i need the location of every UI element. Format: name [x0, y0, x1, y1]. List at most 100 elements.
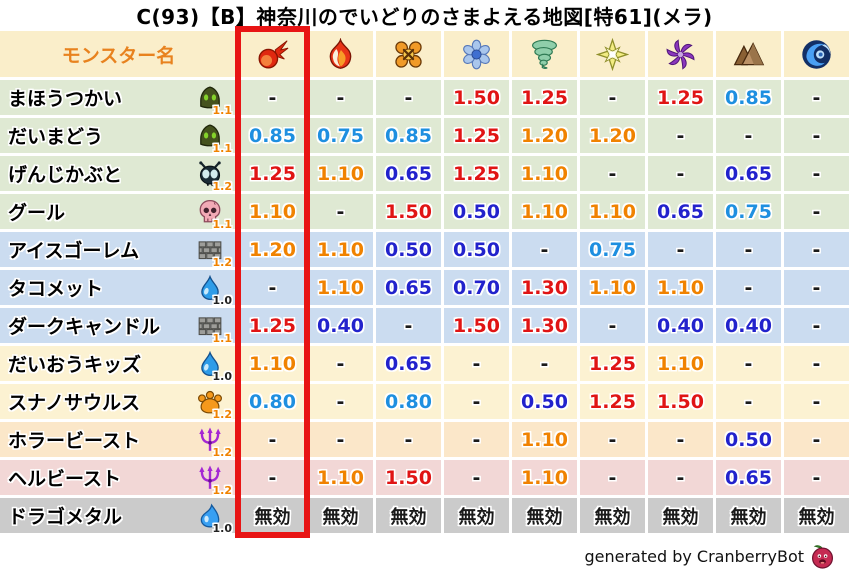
monster-name-cell: スナノサウルス 1.2: [0, 384, 237, 421]
multiplier-value: 1.10: [317, 238, 364, 261]
multiplier-cell: 1.50: [648, 384, 713, 419]
multiplier-value: 1.10: [657, 352, 704, 375]
multiplier-cell: 1.10: [240, 346, 305, 381]
multiplier-cell: 1.10: [308, 232, 373, 267]
multiplier-value: -: [812, 162, 821, 185]
multiplier-value: 1.25: [453, 162, 500, 185]
multiplier-value: -: [812, 314, 821, 337]
brick-wall-icon: 1.2: [197, 237, 232, 268]
element-header-cell: [716, 31, 781, 77]
multiplier-value: 1.10: [317, 276, 364, 299]
element-header-cell: [376, 31, 441, 77]
multiplier-value: 1.25: [589, 390, 636, 413]
multiplier-cell: -: [648, 422, 713, 457]
multiplier-cell: -: [376, 80, 441, 115]
multiplier-cell: -: [512, 232, 577, 267]
multiplier-value: 1.50: [385, 200, 432, 223]
multiplier-cell: 0.65: [376, 270, 441, 305]
family-badge: 1.1: [212, 141, 233, 155]
multiplier-cell: 1.10: [308, 156, 373, 191]
multiplier-cell: 1.25: [580, 346, 645, 381]
multiplier-value: -: [268, 276, 277, 299]
multiplier-value: 1.30: [521, 314, 568, 337]
multiplier-cell: 0.65: [376, 156, 441, 191]
monster-name: ダークキャンドル: [8, 316, 161, 338]
multiplier-cell: 1.50: [376, 194, 441, 229]
multiplier-value: -: [336, 200, 345, 223]
multiplier-value: 1.25: [521, 86, 568, 109]
multiplier-cell: 1.10: [580, 270, 645, 305]
immune-value: 無効: [526, 506, 563, 528]
multiplier-value: -: [812, 124, 821, 147]
monster-name: だいまどう: [8, 126, 104, 148]
multiplier-cell: -: [444, 460, 509, 495]
multiplier-value: -: [336, 428, 345, 451]
mage-hood-icon: 1.1: [197, 85, 232, 116]
explosion-icon: [392, 38, 425, 71]
beetle-icon: 1.2: [197, 160, 232, 192]
multiplier-cell: 0.85: [240, 118, 305, 153]
multiplier-value: 1.30: [521, 276, 568, 299]
multiplier-cell: -: [716, 232, 781, 267]
family-badge: 1.1: [212, 103, 233, 117]
multiplier-value: 1.25: [589, 352, 636, 375]
multiplier-value: 1.10: [317, 466, 364, 489]
multiplier-value: 0.80: [385, 390, 432, 413]
multiplier-value: 1.10: [521, 466, 568, 489]
multiplier-cell: 0.85: [716, 80, 781, 115]
multiplier-value: 0.50: [453, 200, 500, 223]
multiplier-value: 0.40: [317, 314, 364, 337]
multiplier-value: -: [608, 466, 617, 489]
multiplier-cell: 無効: [512, 498, 577, 533]
multiplier-value: 0.65: [385, 352, 432, 375]
brick-wall-icon: 1.1: [197, 313, 232, 344]
multiplier-cell: -: [580, 308, 645, 343]
multiplier-value: 0.65: [725, 162, 772, 185]
multiplier-cell: -: [784, 460, 849, 495]
cranberry-face-icon: [810, 544, 835, 569]
multiplier-value: -: [812, 86, 821, 109]
multiplier-value: -: [812, 276, 821, 299]
multiplier-value: 1.20: [249, 238, 296, 261]
multiplier-cell: -: [784, 232, 849, 267]
trident-icon: 1.2: [197, 427, 232, 458]
tornado-icon: [528, 38, 561, 71]
multiplier-cell: 1.10: [648, 346, 713, 381]
multiplier-cell: 無効: [648, 498, 713, 533]
element-header-cell: [648, 31, 713, 77]
multiplier-cell: 1.25: [648, 80, 713, 115]
multiplier-value: -: [336, 86, 345, 109]
multiplier-cell: 1.10: [580, 194, 645, 229]
multiplier-value: 0.80: [249, 390, 296, 413]
immune-value: 無効: [322, 506, 359, 528]
effectiveness-table: モンスター名 まほうつかい 1.1 - - - 1.50 1.25 - 1.25 0.85 - だいま…: [0, 26, 849, 538]
family-badge: 1.1: [212, 331, 233, 345]
immune-value: 無効: [662, 506, 699, 528]
family-badge: 1.2: [212, 407, 233, 421]
monster-name-cell: げんじかぶと 1.2: [0, 156, 237, 192]
multiplier-value: -: [268, 86, 277, 109]
water-drop-icon: 1.0: [197, 274, 232, 306]
multiplier-cell: -: [580, 156, 645, 191]
immune-value: 無効: [798, 506, 835, 528]
monster-name: ヘルビースト: [8, 468, 122, 490]
family-badge: 1.0: [212, 293, 233, 307]
slime-icon: 1.0: [197, 503, 232, 534]
family-badge: 1.2: [212, 179, 233, 193]
multiplier-value: -: [744, 124, 753, 147]
wave-icon: [800, 38, 833, 71]
multiplier-cell: 0.50: [376, 232, 441, 267]
multiplier-cell: -: [308, 384, 373, 419]
multiplier-cell: -: [376, 422, 441, 457]
multiplier-value: -: [404, 86, 413, 109]
multiplier-value: 0.65: [657, 200, 704, 223]
monster-name: スナノサウルス: [8, 392, 141, 414]
flame-icon: [324, 37, 357, 71]
multiplier-value: 1.25: [453, 124, 500, 147]
multiplier-cell: 0.75: [716, 194, 781, 229]
element-header-cell: [580, 31, 645, 77]
multiplier-value: 0.85: [385, 124, 432, 147]
monster-name: ドラゴメタル: [8, 506, 123, 528]
multiplier-value: 0.75: [725, 200, 772, 223]
multiplier-cell: -: [444, 422, 509, 457]
